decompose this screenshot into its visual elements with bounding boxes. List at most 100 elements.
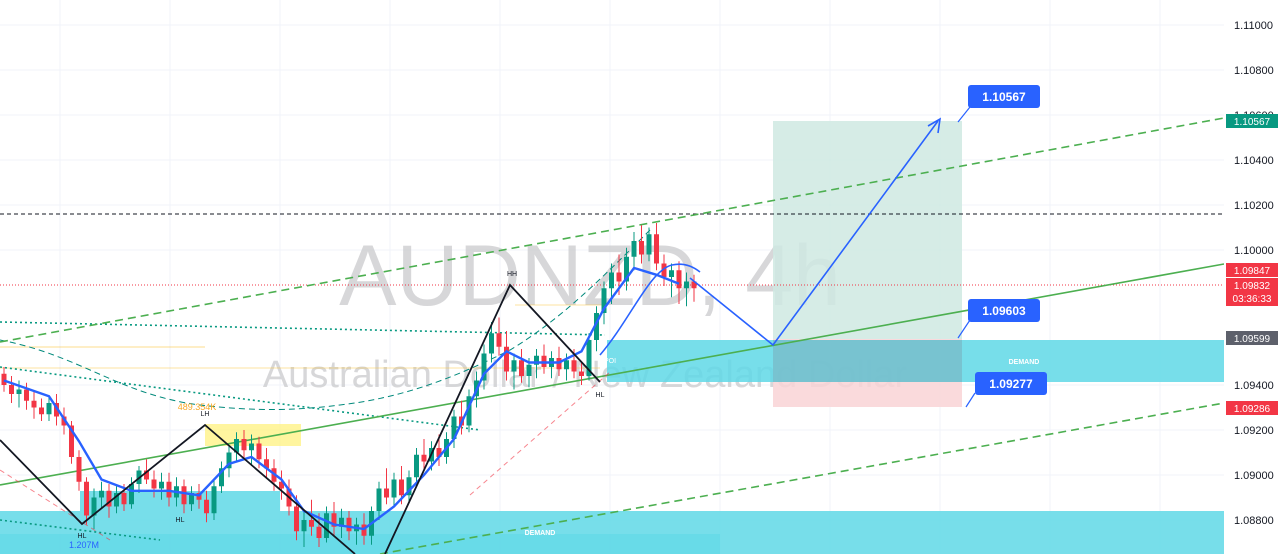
candle[interactable] <box>414 448 419 487</box>
candle[interactable] <box>579 362 584 386</box>
price-axis-tick-label: 1.10200 <box>1234 200 1274 212</box>
candle[interactable] <box>211 479 217 521</box>
candle[interactable] <box>91 488 97 530</box>
callout-target-label: 1.10567 <box>982 90 1026 104</box>
candle[interactable] <box>654 223 659 271</box>
candle[interactable] <box>391 472 397 507</box>
candle[interactable] <box>684 272 689 307</box>
candle-body <box>1 373 7 385</box>
price-axis-tick-label: 1.10000 <box>1234 245 1274 257</box>
candle[interactable] <box>54 394 59 426</box>
candle[interactable] <box>639 225 644 264</box>
candle[interactable] <box>181 479 187 514</box>
price-axis-tag-bg <box>1226 278 1278 306</box>
candle[interactable] <box>466 389 472 433</box>
candle[interactable] <box>301 511 307 547</box>
candle[interactable] <box>234 432 239 462</box>
candle[interactable] <box>39 398 44 422</box>
candle[interactable] <box>511 353 517 390</box>
candle[interactable] <box>151 470 157 498</box>
candle[interactable] <box>376 481 382 520</box>
candle[interactable] <box>204 490 209 523</box>
candle[interactable] <box>159 472 164 500</box>
candle[interactable] <box>496 317 502 356</box>
swing-label-hl-left: HL <box>176 517 185 524</box>
candle[interactable] <box>264 448 269 478</box>
callout-entry[interactable]: 1.09603 <box>968 299 1040 322</box>
candle[interactable] <box>489 322 494 363</box>
candle[interactable] <box>691 274 697 302</box>
candle[interactable] <box>219 461 224 494</box>
candle[interactable] <box>504 331 509 381</box>
callout-target[interactable]: 1.10567 <box>968 85 1040 108</box>
candle[interactable] <box>624 247 629 291</box>
candle[interactable] <box>9 376 14 403</box>
candle-body <box>661 263 667 277</box>
candle[interactable] <box>129 477 134 509</box>
candle[interactable] <box>1 367 7 392</box>
price-axis-tick-label: 1.10800 <box>1234 65 1274 77</box>
candle-body <box>594 313 599 340</box>
candle[interactable] <box>106 484 112 518</box>
price-axis-tag-bg <box>1226 331 1278 345</box>
candle-body <box>84 481 89 516</box>
price-axis-tag-label: 1.10567 <box>1234 117 1271 128</box>
candle[interactable] <box>324 506 329 543</box>
candle-body <box>676 270 682 289</box>
candle-body <box>376 488 382 511</box>
demand-zone-lower-ext <box>0 534 720 554</box>
candle-body <box>511 360 517 372</box>
price-axis-tag: 1.09832 03:36:33 <box>1226 278 1278 306</box>
candle-body <box>526 364 532 376</box>
candle-body <box>331 513 337 527</box>
candle[interactable] <box>84 477 89 525</box>
candle[interactable] <box>331 502 337 536</box>
price-axis[interactable]: 1.110001.108001.106001.104001.102001.100… <box>1224 0 1280 554</box>
candle[interactable] <box>31 391 37 419</box>
callout-stop[interactable]: 1.09277 <box>975 372 1047 395</box>
candle[interactable] <box>46 396 52 421</box>
candle-body <box>421 454 427 462</box>
candle[interactable] <box>76 450 82 491</box>
candle[interactable] <box>601 281 607 325</box>
candle[interactable] <box>451 409 457 448</box>
candle[interactable] <box>99 481 104 509</box>
candle[interactable] <box>421 439 427 471</box>
candle-body <box>279 481 284 489</box>
candle[interactable] <box>519 349 524 383</box>
candle[interactable] <box>249 434 254 467</box>
candle-body <box>346 517 352 532</box>
candle[interactable] <box>61 407 67 435</box>
candle[interactable] <box>481 344 487 390</box>
candle-body <box>121 493 127 505</box>
candle[interactable] <box>189 486 194 511</box>
candle[interactable] <box>241 430 247 460</box>
candle[interactable] <box>226 445 232 478</box>
candle[interactable] <box>661 254 667 287</box>
candle-body <box>204 499 209 514</box>
candle[interactable] <box>114 486 119 514</box>
demand-zone-upper-inner <box>773 340 962 382</box>
candle[interactable] <box>384 468 389 505</box>
candle-body <box>46 403 52 415</box>
demand-zone-upper[interactable] <box>607 340 1224 382</box>
candle[interactable] <box>631 232 637 271</box>
candle[interactable] <box>406 470 412 503</box>
candle-body <box>534 355 539 365</box>
candle-body <box>489 333 494 354</box>
candle[interactable] <box>646 227 652 262</box>
candle[interactable] <box>586 333 592 381</box>
candle-body <box>99 490 104 498</box>
zigzag-structure <box>0 283 601 554</box>
candle[interactable] <box>339 508 344 538</box>
candle-body <box>234 439 239 453</box>
candle-body <box>691 281 697 289</box>
candle-body <box>466 396 472 426</box>
moving-average-line <box>3 266 680 531</box>
price-axis-tick-label: 1.08800 <box>1234 515 1274 527</box>
candle[interactable] <box>594 306 599 352</box>
candle[interactable] <box>279 470 284 500</box>
price-axis-tag-label: 1.09599 <box>1234 334 1271 345</box>
